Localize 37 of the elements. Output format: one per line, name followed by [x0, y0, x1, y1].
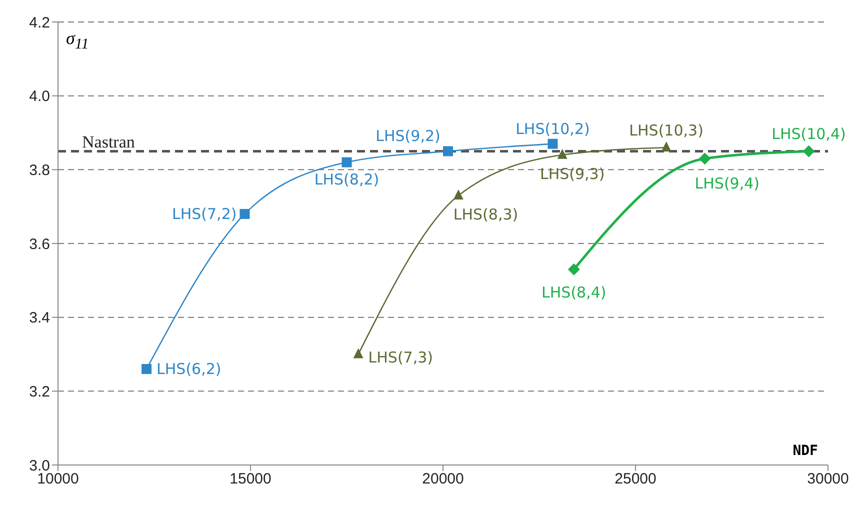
point — [548, 138, 558, 149]
y-tick-label: 4.0 — [29, 88, 50, 106]
point — [661, 142, 672, 152]
y-axis-title: σ$_{11}$ — [66, 28, 89, 54]
y-tick-label: 3.4 — [29, 310, 50, 327]
y-tick-label: 3.6 — [29, 236, 50, 253]
x-axis-title: NDF — [792, 443, 818, 459]
x-tick-label: 20000 — [422, 470, 464, 488]
point — [142, 364, 152, 374]
point — [453, 190, 464, 200]
annotation: LHS(9,3) — [540, 164, 605, 183]
annotation: LHS(10,4) — [772, 125, 846, 144]
point — [353, 348, 364, 358]
x-tick-label: 25000 — [614, 470, 656, 488]
annotation: LHS(7,3) — [368, 348, 434, 366]
x-tick-label: 30000 — [807, 470, 849, 488]
point — [342, 157, 352, 168]
x-tick-label: 15000 — [230, 470, 272, 488]
annotation: LHS(9,4) — [694, 174, 760, 193]
point — [802, 145, 815, 158]
annotation: LHS(8,3) — [453, 206, 518, 224]
point — [240, 208, 250, 219]
y-tick-label: 3.2 — [29, 383, 50, 400]
y-tick-label: 3.8 — [29, 162, 50, 179]
y-tick-label: 4.2 — [29, 14, 50, 32]
ref-line-label: Nastran — [82, 132, 136, 152]
annotation: LHS(8,4) — [542, 283, 606, 302]
annotation: LHS(8,2) — [314, 170, 380, 188]
annotation: LHS(7,2) — [172, 204, 237, 223]
point — [698, 152, 711, 165]
annotation: LHS(9,2) — [376, 127, 440, 146]
point — [443, 146, 454, 156]
point — [557, 148, 568, 159]
point — [568, 263, 580, 276]
annotation: LHS(10,2) — [516, 120, 590, 138]
annotation: LHS(10,3) — [629, 122, 704, 140]
annotation: LHS(6,2) — [156, 360, 222, 378]
